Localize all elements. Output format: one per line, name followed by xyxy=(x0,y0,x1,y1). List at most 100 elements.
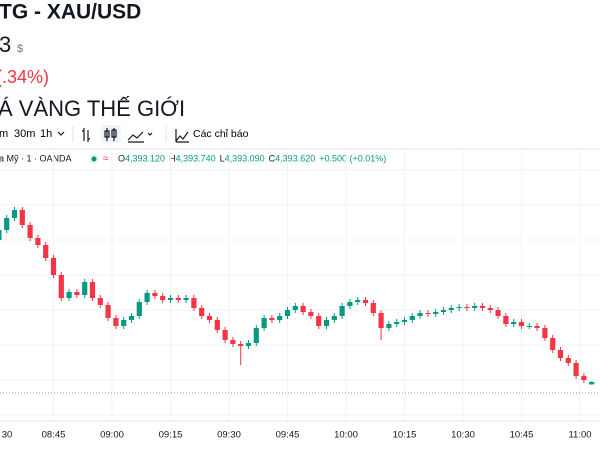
candle-body xyxy=(113,318,119,326)
candle-body xyxy=(191,298,197,308)
candle-body xyxy=(308,312,314,316)
candle-body xyxy=(456,307,462,308)
ohlc-value: 4,393.120 xyxy=(125,153,165,163)
ohlc-change: +0.500 (+0.01%) xyxy=(319,153,386,163)
candle-body xyxy=(238,344,244,346)
candle-body xyxy=(50,258,57,275)
candle-body xyxy=(409,316,415,320)
candle-body xyxy=(464,307,470,308)
ohlc-key: H xyxy=(169,153,176,163)
candle-body xyxy=(518,322,525,326)
candle-body xyxy=(378,313,384,328)
plot: 30 08:45 09:00 09:15 09:30 09:45 10:00 10:15 10:… xyxy=(0,150,600,441)
x-tick-label: 09:30 xyxy=(217,430,241,441)
indicators-icon[interactable] xyxy=(175,129,189,143)
ohlc-value: 4,393.740 xyxy=(176,153,216,163)
candle-body xyxy=(401,320,408,322)
candle-body xyxy=(245,343,252,346)
candle-body xyxy=(316,316,322,326)
candle-body xyxy=(199,308,205,316)
interval[interactable]: 30m xyxy=(14,128,35,140)
candle-body xyxy=(284,310,291,316)
candle-body xyxy=(550,338,556,350)
candle-body xyxy=(534,326,540,328)
candle-body xyxy=(440,310,447,312)
candle-body xyxy=(511,322,517,324)
candle-body xyxy=(331,316,337,320)
x-tick-label: 30 xyxy=(2,430,13,441)
status-dot xyxy=(91,156,97,162)
candle-body xyxy=(292,306,298,310)
candle-body xyxy=(472,306,478,308)
currency: $ xyxy=(17,43,23,55)
candle-body xyxy=(581,376,587,380)
candle-body xyxy=(82,282,88,295)
indicators-button[interactable]: Các chỉ báo xyxy=(193,128,249,140)
candle-body xyxy=(300,306,306,312)
candle-body xyxy=(27,225,33,238)
candle-body xyxy=(425,313,431,314)
candle-body xyxy=(183,298,189,300)
candle-body xyxy=(448,308,454,310)
interval[interactable]: m xyxy=(0,128,8,140)
candle-body xyxy=(97,298,103,305)
ohlc-legend: O 4,393.120 H 4,393.740 L 4,393.090 C 4,393.620… xyxy=(118,153,386,163)
candle-body xyxy=(394,322,400,324)
candle-body xyxy=(58,275,64,298)
candle-body xyxy=(526,326,532,327)
candle-body xyxy=(89,282,96,298)
bar-type-icon[interactable] xyxy=(82,128,90,142)
x-tick-label: 09:15 xyxy=(159,430,183,441)
candle-body xyxy=(573,363,579,376)
candle-body xyxy=(417,313,423,316)
candle-body xyxy=(35,238,41,245)
candle-body xyxy=(370,303,376,313)
candle-body xyxy=(386,324,392,328)
x-tick-label: 09:45 xyxy=(276,430,300,441)
candle-body xyxy=(167,298,174,300)
candle-icon xyxy=(104,128,117,141)
candle-body xyxy=(11,210,18,218)
candle-body xyxy=(121,320,127,326)
candle-body xyxy=(557,350,564,358)
price-change: (.34%) xyxy=(0,67,49,87)
x-tick-label: 11:00 xyxy=(568,430,591,441)
candle-body xyxy=(136,302,142,316)
candle-body xyxy=(362,300,369,303)
candle-body xyxy=(269,318,275,320)
candle-body xyxy=(339,306,345,316)
ohlc-value: 4,393.090 xyxy=(225,153,265,163)
candle-body xyxy=(43,245,49,258)
interval[interactable]: 1h xyxy=(40,128,52,140)
candle-body xyxy=(160,296,166,300)
section-title: Á VÀNG THẾ GIỚI xyxy=(0,96,185,121)
candle-body xyxy=(128,316,135,320)
candle-body xyxy=(542,328,548,338)
candle-body xyxy=(175,298,181,300)
candle-body xyxy=(144,293,150,302)
candle-body xyxy=(589,381,595,385)
x-tick-label: 10:00 xyxy=(334,430,358,441)
symbol-title: TG - XAU/USD xyxy=(0,1,141,24)
candle-body xyxy=(565,358,571,363)
candle-body xyxy=(105,305,111,318)
candle-body xyxy=(4,218,10,230)
symbol-legend: a Mỹ · 1 · OANDA xyxy=(0,153,72,163)
x-tick-label: 10:45 xyxy=(510,430,534,441)
x-tick-label: 08:45 xyxy=(42,430,66,441)
candle-body xyxy=(230,340,236,344)
ohlc-value: 4,393.620 xyxy=(275,153,315,163)
candle-body xyxy=(323,320,330,326)
x-tick-label: 09:00 xyxy=(100,430,124,441)
chart-type-icon[interactable] xyxy=(127,131,144,143)
candle-body xyxy=(355,300,361,302)
selected-button[interactable] xyxy=(101,125,121,143)
dropdown-icon[interactable] xyxy=(147,132,153,136)
candle-body xyxy=(74,292,80,295)
dropdown-icon[interactable] xyxy=(57,131,65,136)
candle-body xyxy=(261,318,267,328)
candle-body xyxy=(253,328,259,343)
candle-body xyxy=(0,230,2,240)
